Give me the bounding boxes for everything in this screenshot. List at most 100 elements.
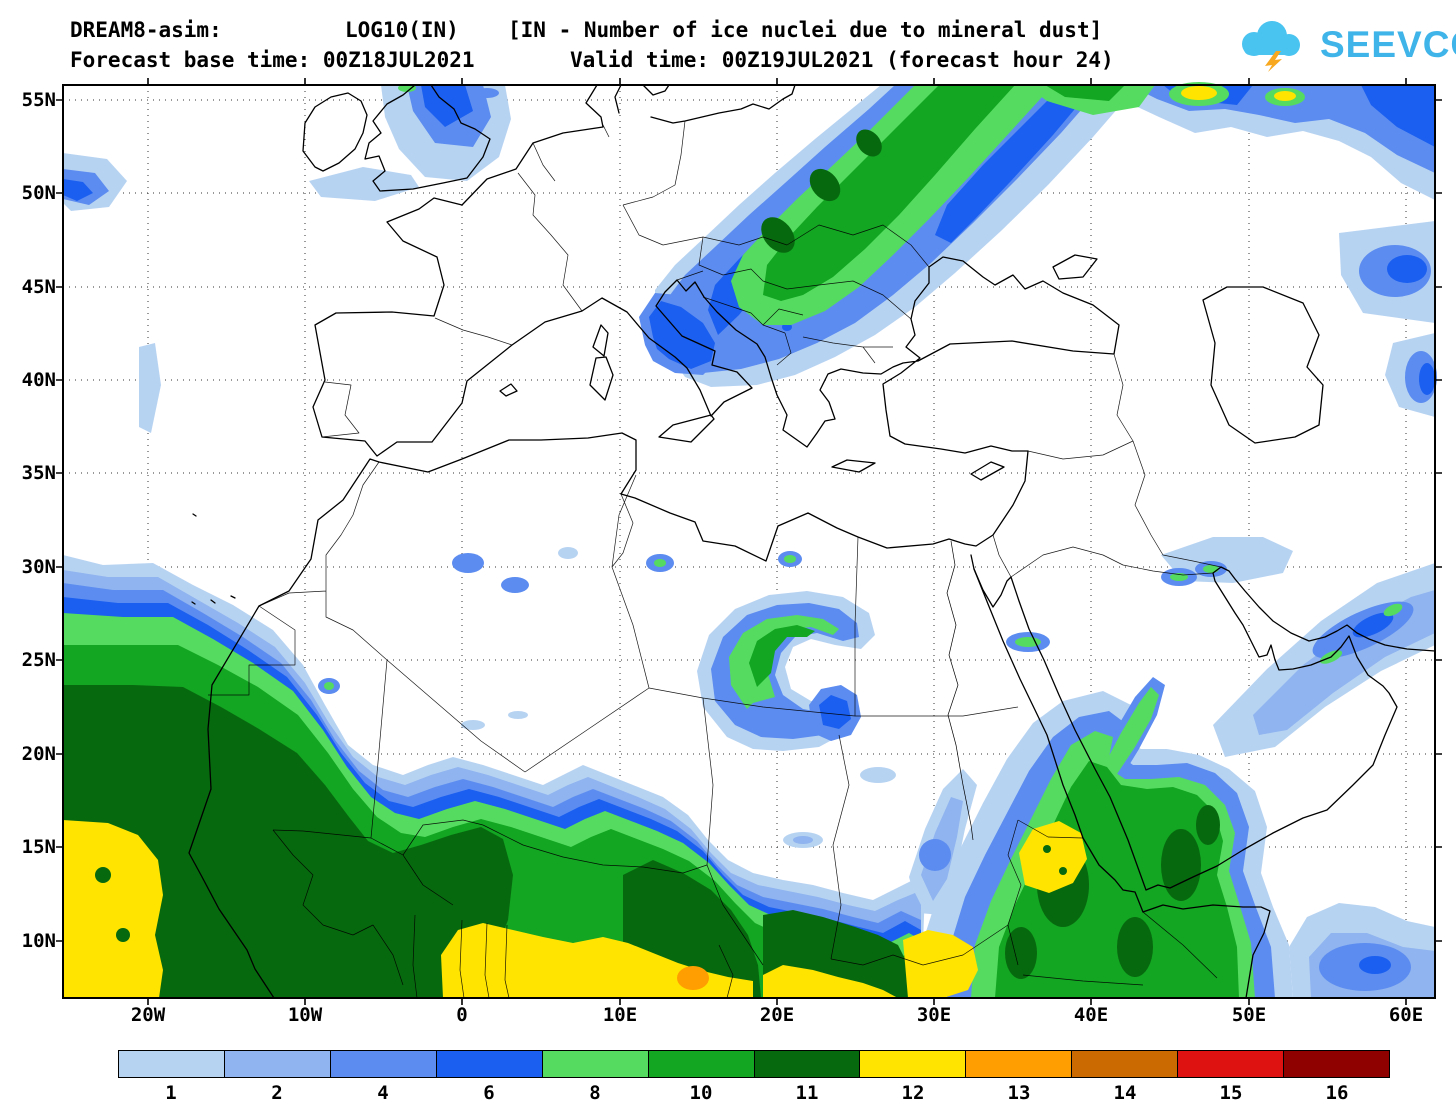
colorbar-label: 14 xyxy=(1113,1082,1137,1104)
dust-contour xyxy=(1196,805,1220,845)
dust-contour xyxy=(784,555,796,563)
dust-contour xyxy=(763,965,898,998)
colorbar-cell xyxy=(541,1050,649,1078)
valid-time: Valid time: 00Z19JUL2021 (forecast hour … xyxy=(570,48,1114,72)
coastline-great-britain xyxy=(364,84,491,192)
lat-label-30n: 30N xyxy=(21,556,56,578)
dust-contour xyxy=(309,167,419,201)
lon-label-40e: 40E xyxy=(1073,1004,1109,1026)
dust-contour xyxy=(995,761,1239,998)
dust-contour xyxy=(1161,537,1293,583)
dust-contour xyxy=(139,343,161,433)
borders-north-africa xyxy=(208,461,1019,960)
lat-label-10n: 10N xyxy=(21,930,56,952)
dust-contour xyxy=(63,179,93,201)
dust-contour xyxy=(1043,845,1051,853)
dust-contour xyxy=(116,928,130,942)
lat-label-40n: 40N xyxy=(21,369,56,391)
dust-contour xyxy=(761,217,795,253)
colorbar-cell xyxy=(435,1050,543,1078)
dust-contour xyxy=(1019,821,1087,893)
dust-contour xyxy=(654,559,666,567)
colorbar-label: 6 xyxy=(483,1082,495,1104)
lon-label-50e: 50E xyxy=(1231,1004,1267,1026)
dust-contour xyxy=(63,820,163,998)
lon-label-10w: 10W xyxy=(287,1004,323,1026)
lat-label-45n: 45N xyxy=(21,276,56,298)
dust-contour xyxy=(508,711,528,719)
borders-east-africa xyxy=(1007,819,1218,986)
dust-contour xyxy=(1101,687,1159,777)
dust-contour xyxy=(860,767,896,783)
colorbar-cell xyxy=(223,1050,331,1078)
coastline-sea-of-azov xyxy=(1052,254,1098,280)
borders-middle-east xyxy=(992,353,1222,578)
dust-contour xyxy=(558,547,578,559)
model-name: DREAM8-asim: xyxy=(70,18,222,42)
variable-description: [IN - Number of ice nuclei due to minera… xyxy=(508,18,1103,42)
lon-label-30e: 30E xyxy=(916,1004,952,1026)
dust-contour xyxy=(1161,829,1201,901)
lon-label-20e: 20E xyxy=(759,1004,795,1026)
dust-contour xyxy=(63,685,513,998)
dust-contour xyxy=(1387,255,1427,283)
borders-europe xyxy=(321,120,930,438)
dust-contour xyxy=(793,836,813,844)
coastline-baltic xyxy=(614,84,796,124)
country-borders xyxy=(208,120,1222,999)
coastline-islands xyxy=(499,324,1005,481)
canary-islands xyxy=(191,513,236,605)
colorbar-cell xyxy=(329,1050,437,1078)
lat-label-50n: 50N xyxy=(21,182,56,204)
dust-contour xyxy=(475,88,499,98)
colorbar-labels: 1 2 4 6 8 10 11 12 13 14 15 16 xyxy=(118,1082,1390,1104)
lat-label-15n: 15N xyxy=(21,836,56,858)
colorbar-cell xyxy=(859,1050,967,1078)
variable-name: LOG10(IN) xyxy=(345,18,459,42)
lat-label-20n: 20N xyxy=(21,743,56,765)
dust-contour xyxy=(1352,612,1394,638)
dust-contour xyxy=(95,867,111,883)
axis-ticks xyxy=(56,78,1442,1005)
lat-label-55n: 55N xyxy=(21,89,56,111)
dust-contour xyxy=(1005,927,1037,979)
lat-label-25n: 25N xyxy=(21,649,56,671)
dust-contour xyxy=(1117,917,1153,977)
borders-sahel xyxy=(272,819,1009,999)
dust-contour xyxy=(461,720,485,730)
dust-contour xyxy=(819,695,851,729)
dust-contour xyxy=(421,85,473,127)
dust-contour xyxy=(856,129,882,157)
coastline-ireland xyxy=(302,92,368,172)
dust-contour xyxy=(935,85,1095,243)
dust-contour xyxy=(903,930,978,998)
colorbar-label: 16 xyxy=(1325,1082,1349,1104)
colorbar-cell xyxy=(1071,1050,1179,1078)
dust-contour xyxy=(763,85,1015,301)
dust-contour xyxy=(1361,85,1435,147)
dust-contour xyxy=(1045,85,1125,101)
colorbar-cell xyxy=(1283,1050,1391,1078)
colorbar-label: 13 xyxy=(1007,1082,1031,1104)
dust-contour xyxy=(324,682,334,690)
map-frame xyxy=(56,78,1442,1005)
dust-contour xyxy=(1419,363,1435,395)
colorbar xyxy=(118,1050,1391,1078)
colorbar-label: 2 xyxy=(271,1082,283,1104)
dust-contour xyxy=(1383,603,1403,617)
coastline-red-sea-east-africa xyxy=(970,554,1271,999)
coastline-arabia-persian-gulf xyxy=(973,566,1436,891)
dust-field xyxy=(63,82,1437,998)
colorbar-label: 15 xyxy=(1219,1082,1243,1104)
colorbar-cell xyxy=(753,1050,861,1078)
forecast-base-time: Forecast base time: 00Z18JUL2021 xyxy=(70,48,475,72)
cloud-lightning-icon xyxy=(1242,21,1300,72)
dust-contour xyxy=(1181,86,1217,100)
colorbar-label: 1 xyxy=(165,1082,177,1104)
colorbar-cell xyxy=(647,1050,755,1078)
dust-contour xyxy=(441,923,753,998)
dust-contour xyxy=(919,839,951,871)
colorbar-cell xyxy=(118,1050,225,1078)
dust-contour xyxy=(452,553,484,573)
